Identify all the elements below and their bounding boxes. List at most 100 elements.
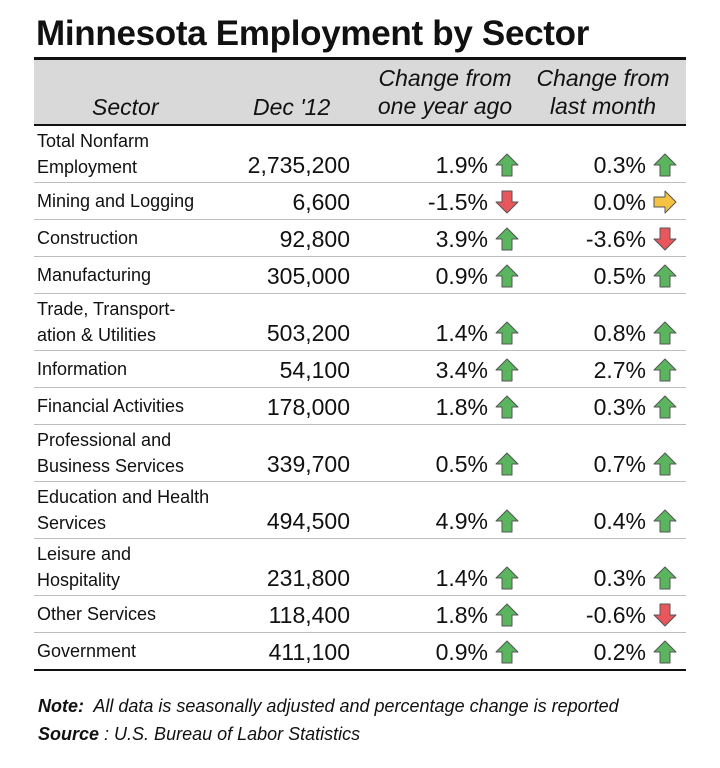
sector-name: Total Nonfarm Employment: [37, 128, 149, 180]
month-change-value: 0.4%: [593, 508, 646, 534]
note-label: Note:: [38, 696, 84, 716]
arrow-up-icon: [495, 227, 519, 251]
arrow-up-icon: [653, 452, 677, 476]
arrow-up-icon: [495, 640, 519, 664]
arrow-up-icon: [495, 509, 519, 533]
year-change-value: 1.8%: [435, 394, 488, 420]
employment-value: 231,800: [266, 565, 350, 591]
year-change-value: 1.8%: [435, 602, 488, 628]
employment-value: 92,800: [279, 226, 350, 252]
sector-name: Mining and Logging: [37, 188, 194, 214]
sector-name: Education and Health Services: [37, 484, 209, 536]
month-change-value: 0.2%: [593, 639, 646, 665]
arrow-up-icon: [495, 395, 519, 419]
header-month-line1: Change from: [536, 65, 670, 91]
sector-name: Trade, Transport-ation & Utilities: [37, 296, 175, 348]
year-change-value: 3.9%: [435, 226, 488, 252]
employment-value: 54,100: [279, 357, 350, 383]
arrow-up-icon: [495, 153, 519, 177]
sector-name-line1: Manufacturing: [37, 265, 152, 285]
arrow-up-icon: [653, 395, 677, 419]
year-change-value: 1.4%: [435, 565, 488, 591]
table-row: Professional and Business Services 339,700…: [34, 425, 686, 482]
sector-name-line1: Professional and: [37, 430, 172, 450]
month-change-value: -3.6%: [585, 226, 646, 252]
sector-name: Professional and Business Services: [37, 427, 184, 479]
arrow-up-icon: [495, 264, 519, 288]
sector-name-line2: Employment: [37, 157, 138, 177]
employment-value: 6,600: [292, 189, 350, 215]
arrow-up-icon: [653, 153, 677, 177]
month-change-value: 0.0%: [593, 189, 646, 215]
header-year-line2: one year ago: [377, 93, 513, 119]
arrow-up-icon: [495, 452, 519, 476]
sector-name-line1: Mining and Logging: [37, 191, 195, 211]
table-row: Education and Health Services 494,500 4.9% 0…: [34, 482, 686, 539]
sector-name: Financial Activities: [37, 393, 184, 419]
arrow-up-icon: [653, 264, 677, 288]
sector-name: Construction: [37, 225, 138, 251]
arrow-flat-icon: [653, 190, 677, 214]
table-row: Financial Activities 178,000 1.8% 0.3%: [34, 388, 686, 425]
year-change-value: -1.5%: [427, 189, 488, 215]
source-text: : U.S. Bureau of Labor Statistics: [104, 724, 361, 744]
month-change-value: 0.5%: [593, 263, 646, 289]
sector-name: Manufacturing: [37, 262, 151, 288]
sector-name-line1: Other Services: [37, 604, 157, 624]
footnotes: Note: All data is seasonally adjusted an…: [38, 692, 619, 748]
sector-name: Government: [37, 638, 136, 664]
month-change-value: -0.6%: [585, 602, 646, 628]
year-change-value: 0.5%: [435, 451, 488, 477]
year-change-value: 4.9%: [435, 508, 488, 534]
arrow-up-icon: [653, 509, 677, 533]
arrow-down-icon: [653, 603, 677, 627]
page-title: Minnesota Employment by Sector: [36, 14, 590, 53]
sector-name-line2: Services: [37, 513, 107, 533]
arrow-up-icon: [495, 566, 519, 590]
year-change-value: 0.9%: [435, 263, 488, 289]
header-year-change: Change from one year ago: [374, 64, 516, 120]
month-change-value: 0.3%: [593, 152, 646, 178]
source-label: Source: [38, 724, 100, 744]
year-change-value: 1.4%: [435, 320, 488, 346]
header-dec-12: Dec '12: [253, 94, 331, 120]
employment-value: 118,400: [268, 602, 350, 628]
arrow-up-icon: [495, 603, 519, 627]
note-text: All data is seasonally adjusted and perc…: [93, 696, 619, 716]
sector-name: Other Services: [37, 601, 156, 627]
sector-name-line1: Total Nonfarm: [37, 131, 150, 151]
sector-name-line1: Information: [37, 359, 128, 379]
sector-name: Information: [37, 356, 127, 382]
year-change-value: 1.9%: [435, 152, 488, 178]
employment-value: 494,500: [266, 508, 350, 534]
employment-value: 178,000: [266, 394, 350, 420]
arrow-up-icon: [653, 566, 677, 590]
arrow-up-icon: [653, 321, 677, 345]
header-month-change: Change from last month: [530, 64, 676, 120]
sector-name-line2: ation & Utilities: [37, 325, 157, 345]
header-sector: Sector: [92, 94, 159, 120]
year-change-value: 3.4%: [435, 357, 488, 383]
month-change-value: 0.7%: [593, 451, 646, 477]
sector-name-line1: Leisure and: [37, 544, 132, 564]
year-change-value: 0.9%: [435, 639, 488, 665]
arrow-up-icon: [653, 640, 677, 664]
table-row: Leisure and Hospitality 231,800 1.4% 0.3%: [34, 539, 686, 596]
sector-name: Leisure and Hospitality: [37, 541, 131, 593]
table-row: Government 411,100 0.9% 0.2%: [34, 633, 686, 671]
employment-value: 339,700: [266, 451, 350, 477]
table-row: Information 54,100 3.4% 2.7%: [34, 351, 686, 388]
table-row: Trade, Transport-ation & Utilities 503,20…: [34, 294, 686, 351]
employment-value: 411,100: [268, 639, 350, 665]
sector-name-line2: Hospitality: [37, 570, 121, 590]
employment-value: 503,200: [266, 320, 350, 346]
arrow-up-icon: [495, 321, 519, 345]
month-change-value: 0.3%: [593, 394, 646, 420]
arrow-up-icon: [495, 358, 519, 382]
month-change-value: 2.7%: [593, 357, 646, 383]
table-top-rule: [34, 57, 686, 60]
table-row: Total Nonfarm Employment 2,735,200 1.9% 0.3%: [34, 126, 686, 183]
table-body: Total Nonfarm Employment 2,735,200 1.9% 0.3%…: [34, 126, 686, 671]
month-change-value: 0.3%: [593, 565, 646, 591]
arrow-up-icon: [653, 358, 677, 382]
